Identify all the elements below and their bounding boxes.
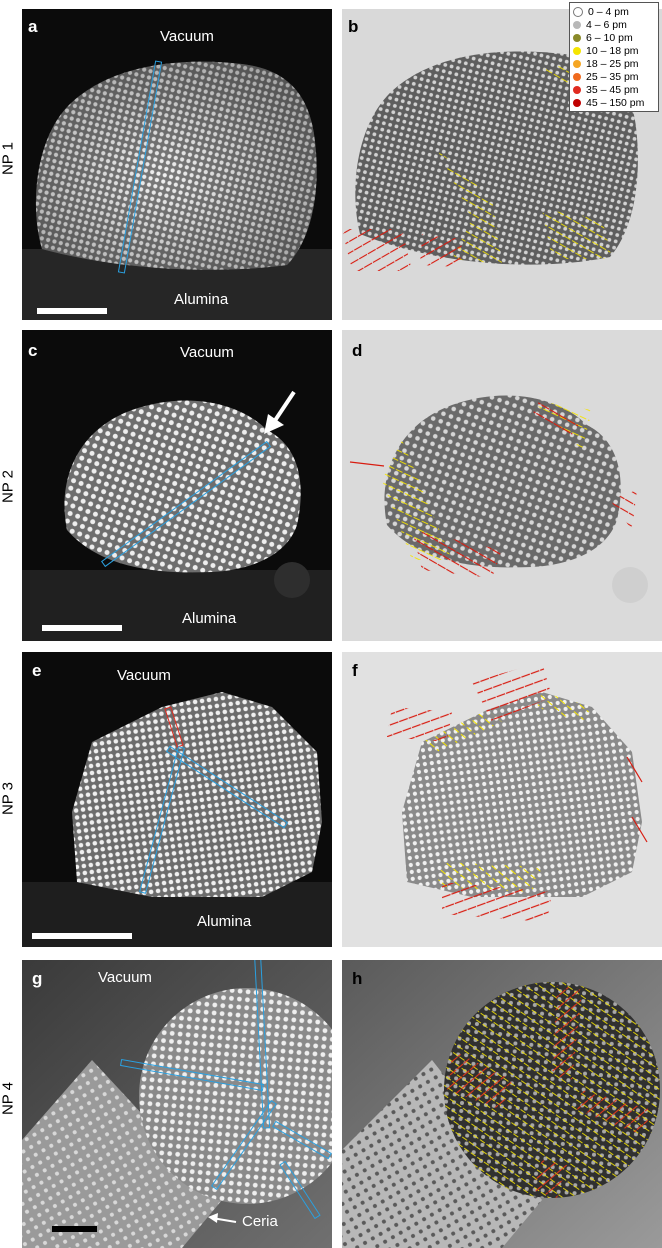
legend-item: 6 – 10 pm [573,31,655,44]
vacuum-label-np4: Vacuum [98,969,152,986]
legend-swatch [573,59,581,68]
vacuum-label-np3: Vacuum [117,667,171,684]
row-label-np1: NP 1 [0,141,17,176]
legend-label: 0 – 4 pm [588,5,629,18]
scale-bar-np4 [52,1226,97,1232]
legend-item: 18 – 25 pm [573,57,655,70]
panel-label-e: e [32,661,42,680]
np2-map-particle [384,395,621,568]
np4-particle [139,988,332,1204]
np3-stem-svg [22,692,332,947]
np4-displacement-svg [342,960,662,1248]
displacement-legend: 0 – 4 pm 4 – 6 pm 6 – 10 pm 10 – 18 pm 1… [569,2,659,112]
panel-a-stem-image: a Vacuum Alumina [22,9,332,320]
legend-label: 10 – 18 pm [586,44,639,57]
legend-label: 35 – 45 pm [586,83,639,96]
arrow-icon [264,390,296,434]
panel-c-stem-image: c Vacuum Alumina [22,330,332,641]
np3-displacement-svg [387,662,648,922]
profile-lines [139,706,289,894]
panel-label-c: c [28,341,38,360]
legend-label: 18 – 25 pm [586,57,639,70]
scale-bar-np3 [32,933,132,939]
np3-particle [72,692,322,897]
scale-bar-np2 [42,625,122,631]
profile-lines [119,960,332,1220]
profile-lines [117,60,163,274]
np2-particle [64,400,301,573]
legend-item: 0 – 4 pm [573,5,655,18]
legend-item: 25 – 35 pm [573,70,655,83]
panel-label-h: h [352,969,363,988]
panel-label-d: d [352,341,363,360]
np1-stem-svg [22,60,332,320]
legend-swatch [573,98,581,107]
np1-map-particle [355,51,638,265]
legend-label: 45 – 150 pm [586,96,645,109]
legend-item: 45 – 150 pm [573,96,655,109]
np4-stem-svg [22,960,332,1248]
panel-f-displacement-map: f [342,652,662,947]
legend-label: 4 – 6 pm [586,18,627,31]
panel-label-a: a [28,17,38,36]
ceria-substrate-map [342,1060,542,1248]
row-label-np3: NP 3 [0,781,17,816]
legend-swatch [573,6,583,17]
alumina-label-np3: Alumina [197,913,252,930]
legend-swatch [573,85,581,94]
ceria-substrate [22,1060,222,1248]
alumina-label-np1: Alumina [174,291,229,308]
panel-g-stem-image: g Vacuum Ceria [22,960,332,1248]
panel-h-displacement-map: h [342,960,662,1248]
legend-swatch [573,72,581,81]
np2-displacement-svg [349,395,648,603]
panel-label-f: f [352,661,358,680]
scale-bar-np1 [37,308,107,314]
ceria-label-np4: Ceria [242,1213,278,1230]
row-label-np2: NP 2 [0,469,17,504]
legend-label: 6 – 10 pm [586,31,633,44]
vacuum-label-np2: Vacuum [180,344,234,361]
legend-item: 4 – 6 pm [573,18,655,31]
legend-item: 10 – 18 pm [573,44,655,57]
arrow-icon [208,1213,237,1223]
panel-label-b: b [348,17,359,36]
np3-map-particle [402,692,642,897]
panel-d-displacement-map: d [342,330,662,641]
legend-item: 35 – 45 pm [573,83,655,96]
row-label-np4: NP 4 [0,1081,17,1116]
legend-swatch [573,33,581,42]
legend-label: 25 – 35 pm [586,70,639,83]
panel-label-g: g [32,969,43,988]
panel-e-stem-image: e Vacuum Alumina [22,652,332,947]
np2-stem-svg [22,390,332,641]
profile-lines [101,440,271,568]
alumina-label-np2: Alumina [182,610,237,627]
legend-swatch [573,20,581,29]
vacuum-label-np1: Vacuum [160,28,214,45]
legend-swatch [573,46,581,55]
